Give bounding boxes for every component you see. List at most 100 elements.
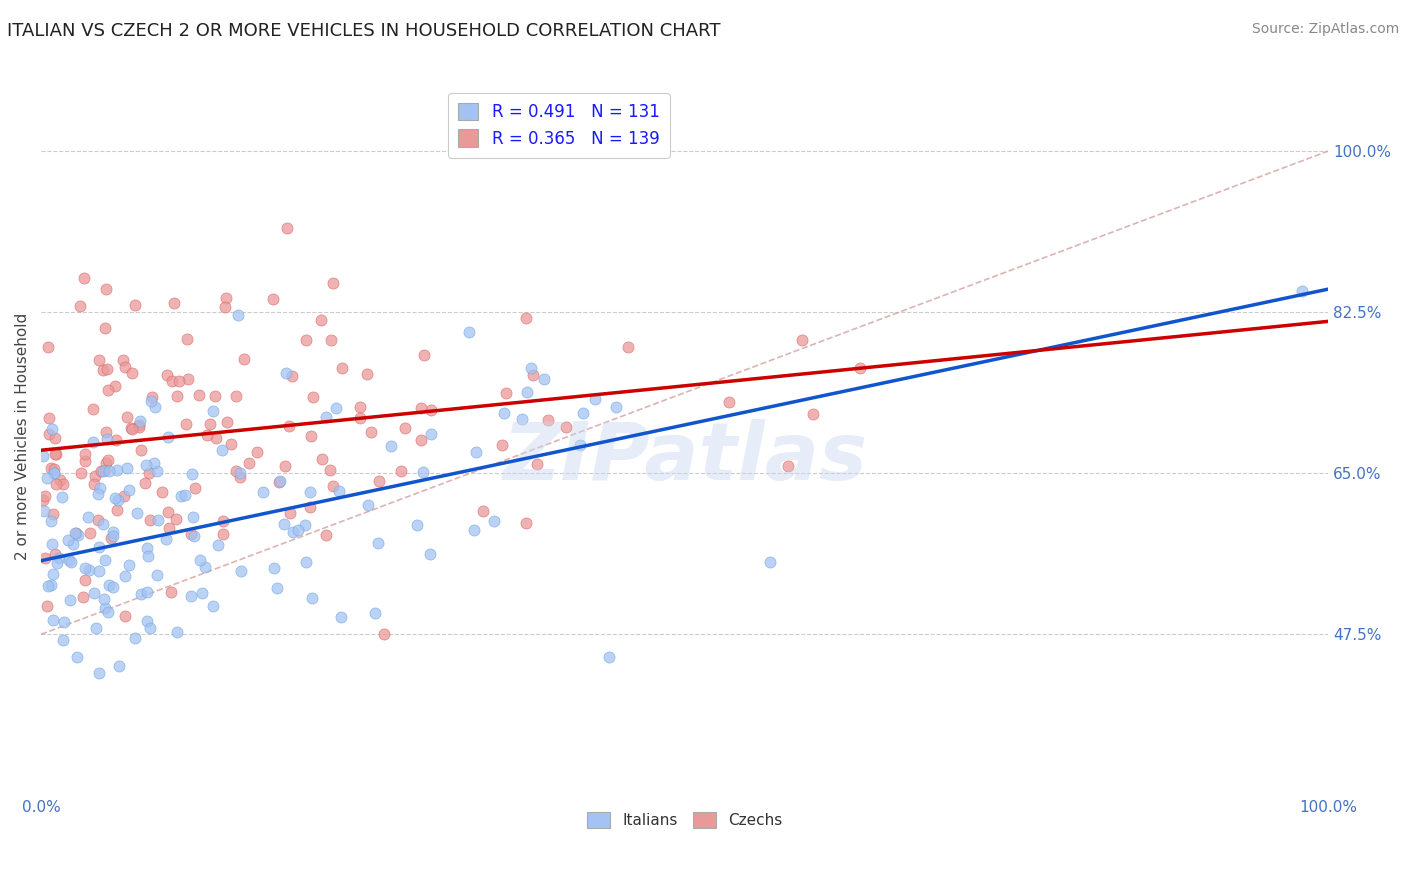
Point (356, 368, 378, 382)
Point (34, 489, 56, 503)
Point (188, 553, 211, 567)
Point (295, 555, 318, 569)
Point (134, 476, 156, 491)
Point (115, 461, 138, 475)
Point (278, 507, 301, 521)
Point (413, 348, 436, 362)
Point (91, 516, 114, 531)
Point (118, 558, 141, 572)
Point (194, 560, 217, 574)
Point (89, 352, 111, 367)
Point (138, 549, 160, 563)
Point (39, 578, 62, 592)
Point (232, 352, 254, 367)
Point (188, 387, 211, 401)
Point (287, 523, 309, 537)
Point (322, 276, 344, 290)
Point (79, 563, 101, 577)
Point (60, 556, 83, 570)
Point (380, 439, 402, 453)
Point (522, 368, 544, 382)
Point (201, 404, 224, 418)
Point (104, 491, 127, 505)
Point (180, 527, 202, 541)
Point (34, 551, 56, 566)
Point (32, 504, 55, 518)
Point (129, 587, 152, 601)
Point (160, 585, 183, 599)
Point (165, 511, 187, 525)
Point (228, 466, 250, 480)
Point (127, 506, 149, 520)
Point (66, 649, 89, 664)
Point (37, 340, 59, 354)
Point (174, 488, 197, 502)
Point (150, 484, 173, 499)
Point (180, 467, 202, 481)
Point (82, 435, 104, 450)
Point (35, 599, 58, 613)
Point (97, 577, 120, 591)
Point (311, 452, 333, 467)
Point (471, 504, 494, 518)
Point (598, 650, 620, 665)
Point (281, 369, 304, 384)
Point (328, 484, 350, 499)
Point (278, 419, 301, 434)
Point (510, 412, 533, 426)
Point (117, 483, 139, 497)
Point (38, 427, 60, 442)
Point (174, 417, 197, 431)
Point (269, 474, 291, 488)
Point (87, 564, 110, 578)
Point (238, 456, 260, 470)
Point (368, 474, 391, 488)
Point (360, 425, 382, 439)
Point (86, 513, 108, 527)
Point (94, 601, 117, 615)
Point (156, 430, 179, 444)
Point (138, 513, 160, 527)
Point (406, 518, 429, 533)
Point (136, 584, 159, 599)
Point (315, 528, 337, 542)
Point (167, 374, 190, 388)
Point (156, 368, 179, 383)
Point (267, 475, 290, 489)
Point (329, 609, 352, 624)
Point (146, 464, 169, 478)
Point (572, 406, 595, 420)
Point (73, 271, 96, 285)
Point (87, 487, 110, 501)
Point (129, 443, 152, 458)
Point (35, 471, 58, 485)
Point (115, 409, 138, 424)
Point (315, 410, 337, 425)
Point (103, 580, 125, 594)
Point (44, 446, 66, 460)
Point (294, 333, 316, 347)
Point (44, 431, 66, 445)
Point (195, 428, 218, 442)
Point (48, 550, 70, 565)
Point (225, 389, 247, 403)
Point (583, 392, 606, 406)
Point (211, 526, 233, 541)
Point (56, 533, 79, 548)
Point (111, 353, 134, 368)
Point (82, 401, 104, 416)
Point (45, 476, 67, 491)
Point (349, 400, 371, 414)
Point (114, 489, 136, 503)
Point (177, 371, 200, 385)
Point (246, 445, 269, 459)
Point (91, 363, 114, 377)
Point (412, 466, 434, 480)
Point (32, 449, 55, 463)
Point (309, 312, 332, 326)
Point (120, 421, 142, 435)
Point (494, 406, 516, 420)
Point (143, 456, 166, 470)
Point (52, 633, 75, 648)
Point (143, 400, 166, 414)
